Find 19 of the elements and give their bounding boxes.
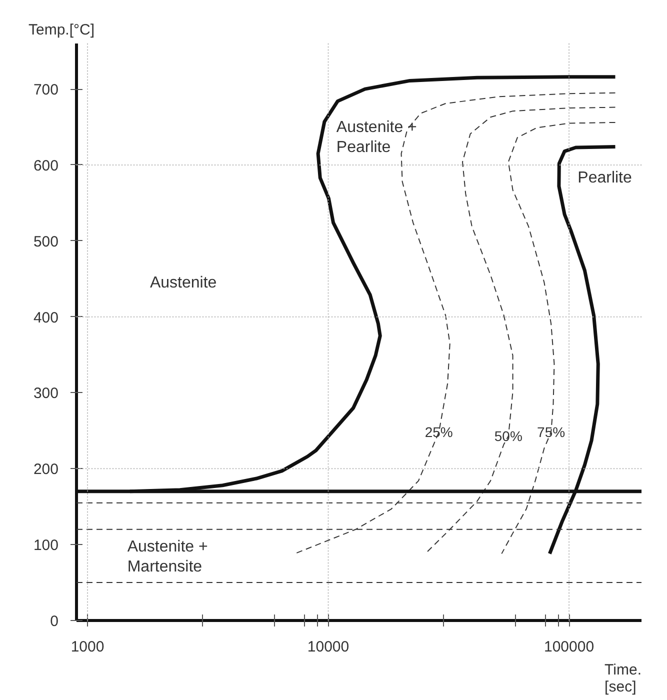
y-tick-label: 300 <box>33 385 59 402</box>
y-tick-label: 200 <box>33 461 59 478</box>
series-label: 75% <box>537 424 566 440</box>
y-tick-label: 700 <box>33 82 59 99</box>
y-tick-label: 100 <box>33 537 59 554</box>
y-tick-label: 500 <box>33 233 59 250</box>
x-axis-title: Time. [sec] <box>604 662 642 696</box>
x-tick-label: 100000 <box>544 638 594 656</box>
y-tick-label: 600 <box>33 157 59 174</box>
y-axis-title: Temp.[°C] <box>28 22 95 38</box>
x-tick-label: 1000 <box>70 638 104 656</box>
annotation: Austenite + Martensite <box>127 538 208 576</box>
annotation: Austenite <box>150 274 217 292</box>
series-label: 50% <box>494 428 522 444</box>
y-tick-label: 0 <box>50 613 58 630</box>
x-tick-label: 10000 <box>307 638 350 656</box>
annotation: Pearlite <box>578 169 632 186</box>
series-label: 25% <box>424 424 453 440</box>
y-tick-label: 400 <box>33 309 59 326</box>
